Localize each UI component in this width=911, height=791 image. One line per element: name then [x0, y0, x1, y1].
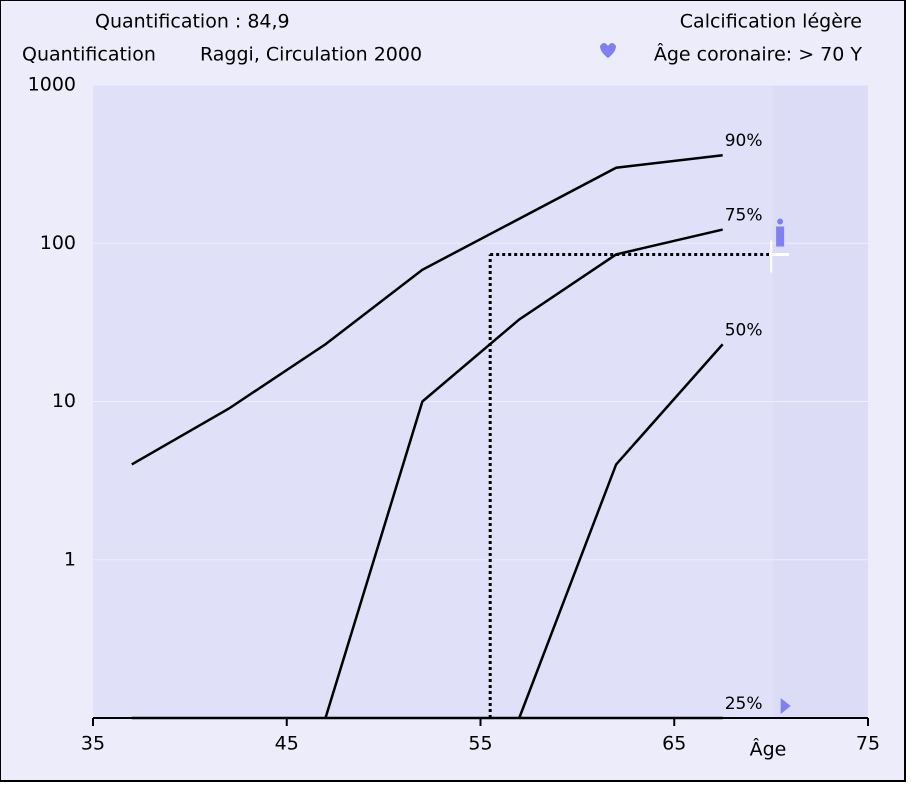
y-tick-label: 100 [40, 232, 76, 254]
subtitle-left: Quantification [22, 44, 156, 66]
title: Quantification : 84,9 [95, 11, 290, 33]
subtitle-right: Âge coronaire: > 70 Y [654, 43, 863, 66]
series-label: 90% [725, 131, 763, 151]
series-line [131, 153, 723, 466]
arrow-icon [780, 698, 791, 714]
person-head [777, 218, 784, 225]
heart-icon [600, 43, 616, 58]
x-tick-label: 45 [275, 733, 299, 755]
series-label: 75% [725, 206, 763, 226]
person-body [776, 226, 785, 247]
series-label: 25% [725, 694, 763, 714]
x-tick-label: 55 [468, 733, 492, 755]
y-tick-label: 10 [52, 390, 76, 412]
title-right: Calcification légère [680, 11, 862, 33]
x-tick-label: 65 [662, 733, 686, 755]
subtitle-center: Raggi, Circulation 2000 [200, 44, 422, 66]
series-line [324, 228, 723, 719]
x-tick-label: 35 [81, 733, 105, 755]
x-axis-label: Âge [750, 738, 787, 761]
series-line [518, 343, 724, 719]
y-tick-label: 1 [64, 548, 76, 570]
y-tick-label: 1000 [28, 74, 76, 96]
x-tick-label: 75 [856, 733, 880, 755]
series-label: 50% [725, 320, 763, 340]
